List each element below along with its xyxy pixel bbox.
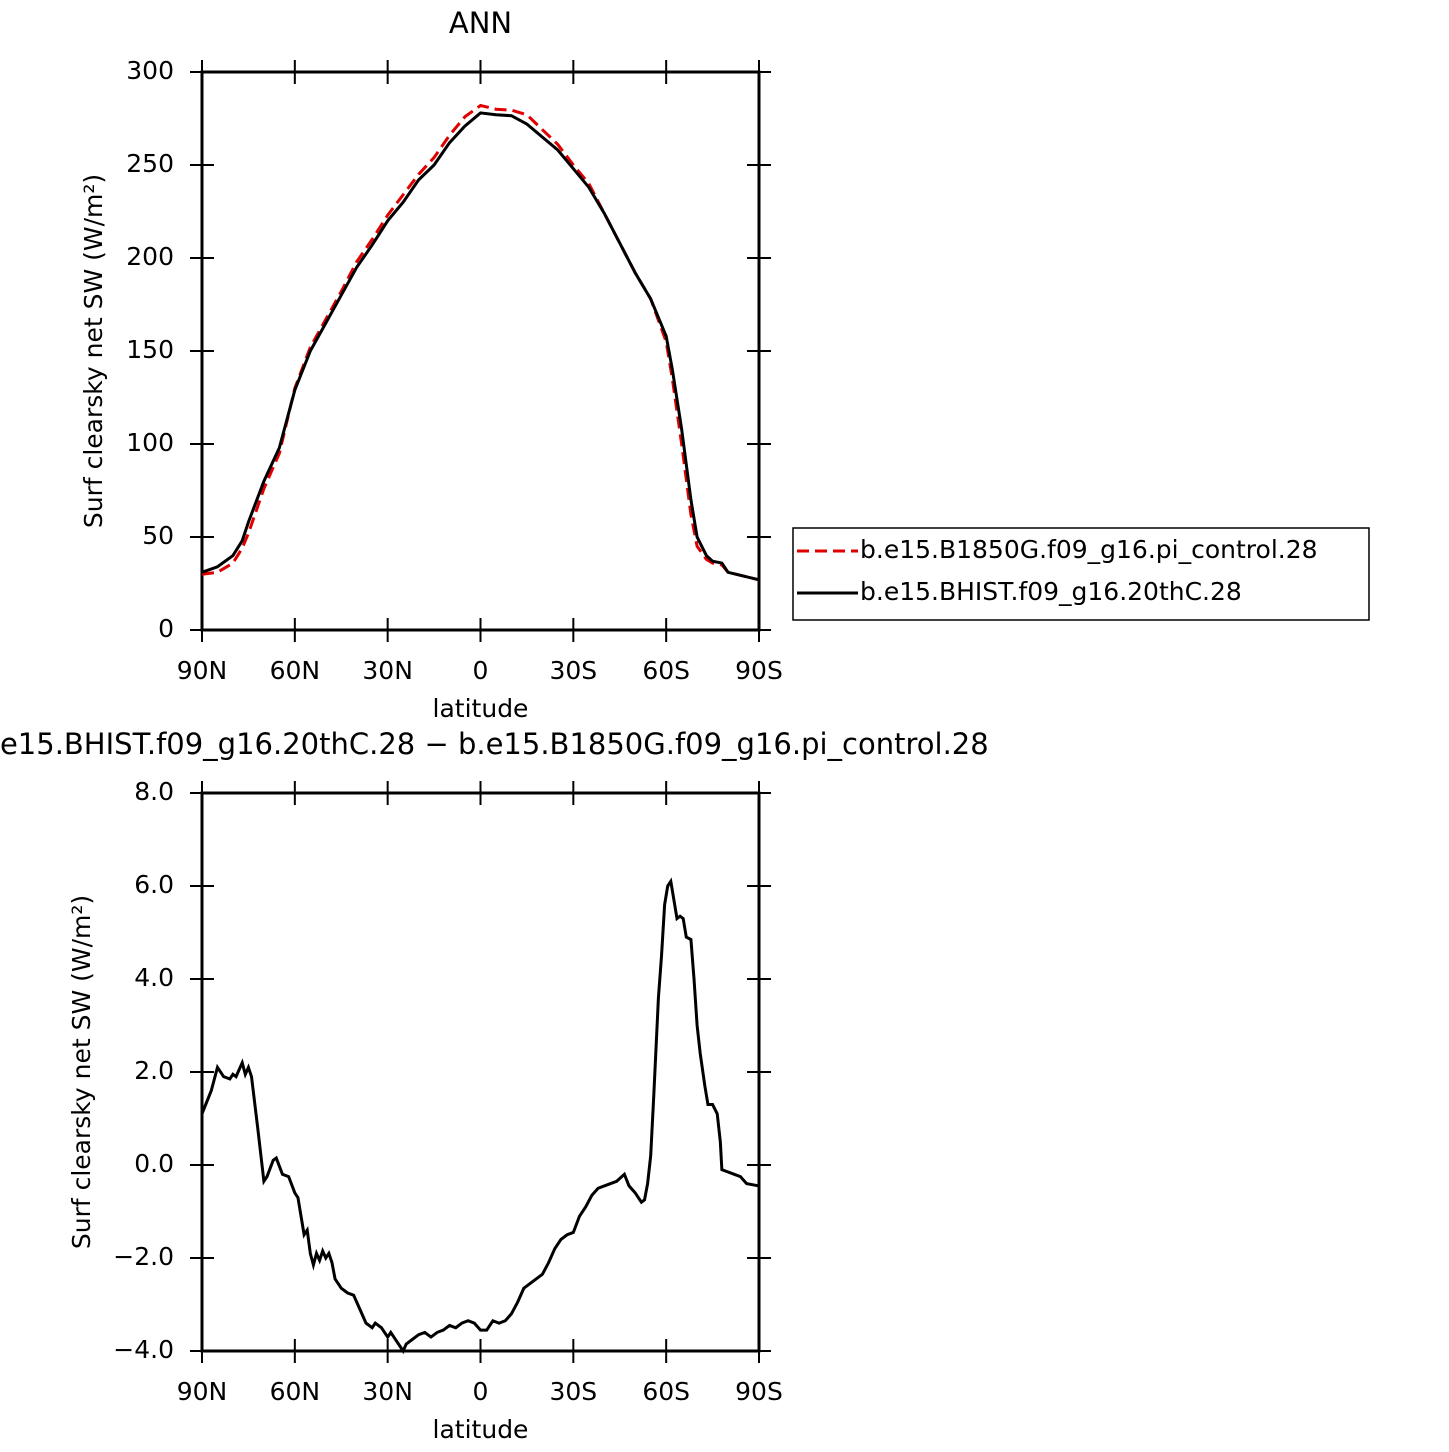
y-axis-label: Surf clearsky net SW (W/m²) [79, 174, 108, 528]
data-line [201, 103, 760, 582]
y-tick-label: 200 [126, 242, 174, 271]
chart-title: b.e15.BHIST.f09_g16.20thC.28 − b.e15.B18… [0, 727, 989, 761]
x-tick-label: 30N [362, 1377, 413, 1406]
y-tick-label: 100 [126, 428, 174, 457]
x-tick-label: 30N [362, 656, 413, 685]
x-tick-label: 90N [177, 1377, 228, 1406]
x-tick-label: 0 [473, 1377, 489, 1406]
y-tick-label: 0 [158, 614, 174, 643]
y-tick-label: −4.0 [113, 1335, 174, 1364]
y-tick-label: 0.0 [134, 1149, 174, 1178]
x-tick-label: 30S [549, 656, 597, 685]
legend-label: b.e15.B1850G.f09_g16.pi_control.28 [860, 535, 1318, 564]
y-tick-label: 6.0 [134, 870, 174, 899]
data-line [200, 877, 760, 1355]
x-tick-label: 0 [473, 656, 489, 685]
y-tick-label: −2.0 [113, 1242, 174, 1271]
y-tick-label: 300 [126, 56, 174, 85]
x-tick-label: 90S [735, 1377, 783, 1406]
plot-frame [200, 791, 761, 1353]
y-axis-label: Surf clearsky net SW (W/m²) [67, 895, 96, 1249]
x-axis-label: latitude [433, 694, 529, 723]
legend-box [792, 527, 1370, 621]
y-tick-label: 2.0 [134, 1056, 174, 1085]
y-tick-label: 250 [126, 149, 174, 178]
x-axis-label: latitude [433, 1415, 529, 1444]
x-tick-label: 30S [549, 1377, 597, 1406]
legend-label: b.e15.BHIST.f09_g16.20thC.28 [860, 577, 1242, 606]
plot-frame [200, 70, 761, 632]
x-tick-label: 60S [642, 1377, 690, 1406]
x-tick-label: 90N [177, 656, 228, 685]
y-tick-label: 8.0 [134, 777, 174, 806]
y-tick-label: 4.0 [134, 963, 174, 992]
data-line [201, 111, 760, 582]
chart-title: ANN [449, 6, 512, 40]
x-tick-label: 60S [642, 656, 690, 685]
y-tick-label: 150 [126, 335, 174, 364]
x-tick-label: 60N [270, 1377, 321, 1406]
y-tick-label: 50 [142, 521, 174, 550]
x-tick-label: 90S [735, 656, 783, 685]
x-tick-label: 60N [270, 656, 321, 685]
